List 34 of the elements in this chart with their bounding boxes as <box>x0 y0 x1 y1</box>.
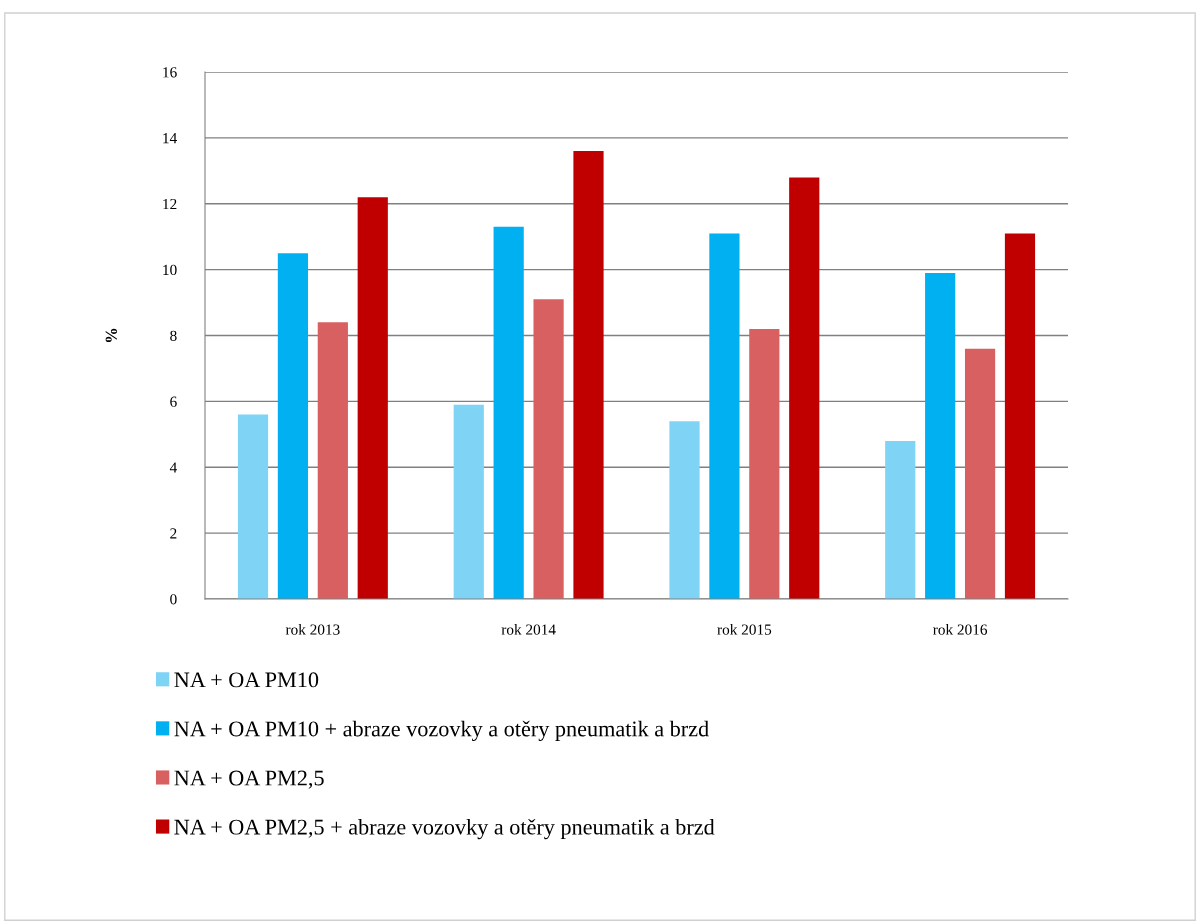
y-tick-label: 6 <box>170 396 177 407</box>
y-tick-label: 10 <box>163 264 177 276</box>
bar <box>885 440 916 599</box>
bar <box>925 272 956 599</box>
y-axis-title: % <box>105 328 117 343</box>
bar <box>277 253 309 599</box>
bar <box>1004 233 1036 599</box>
legend-label: NA + OA PM2,5 <box>174 770 324 789</box>
legend-label: NA + OA PM2,5 + abraze vozovky a otěry pneumatik a brzd <box>174 818 715 840</box>
bar <box>669 421 700 599</box>
bar <box>964 348 996 599</box>
bar <box>533 299 564 599</box>
x-tick-label: rok 2013 <box>285 624 340 635</box>
bar <box>749 328 780 599</box>
y-tick-label: 0 <box>170 594 177 605</box>
bar <box>357 197 388 599</box>
y-tick-label: 14 <box>163 133 177 144</box>
y-tick-label: 4 <box>169 462 177 473</box>
bar <box>789 177 820 599</box>
bar <box>493 226 524 599</box>
legend-label: NA + OA PM10 <box>174 672 319 688</box>
x-tick-label: rok 2015 <box>717 624 772 635</box>
y-tick-label: 8 <box>170 330 177 341</box>
bar <box>709 233 740 599</box>
y-tick-label: 12 <box>163 198 177 210</box>
y-tick-label: 16 <box>163 67 177 78</box>
y-tick-label: 2 <box>170 528 177 539</box>
bar <box>573 151 604 599</box>
bar <box>453 404 484 599</box>
bar <box>317 322 348 599</box>
x-tick-label: rok 2014 <box>501 624 556 635</box>
x-tick-label: rok 2016 <box>933 624 988 635</box>
legend-label: NA + OA PM10 + abraze vozovky a otěry pneumatik a brzd <box>174 720 709 741</box>
bar <box>237 414 269 599</box>
